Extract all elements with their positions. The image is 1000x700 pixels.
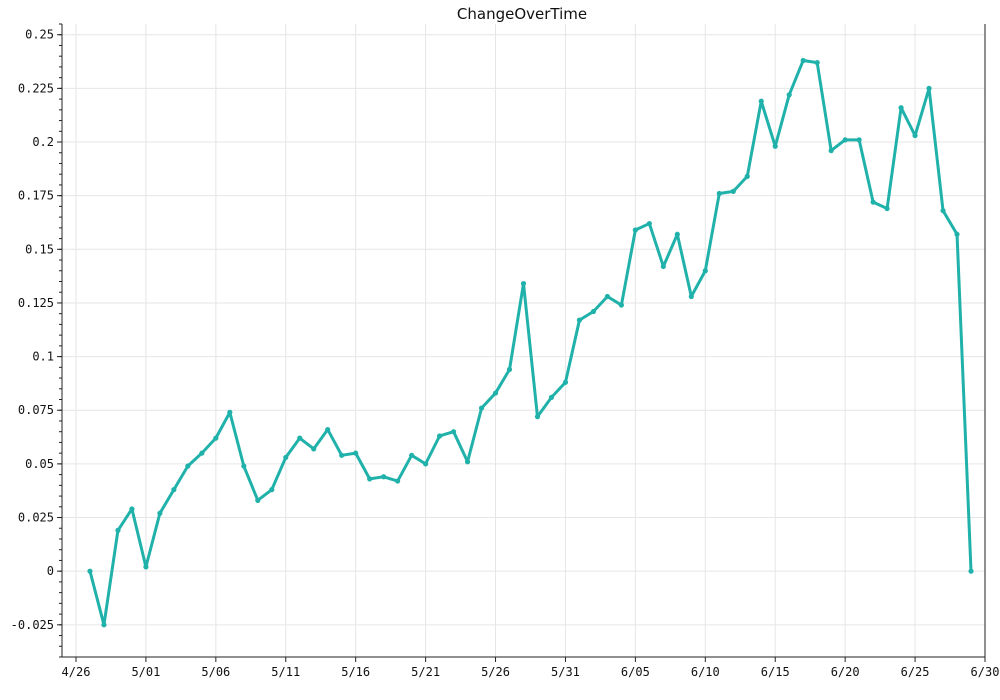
x-tick-label: 6/20: [831, 665, 860, 679]
data-point: [269, 487, 275, 493]
data-point: [255, 497, 261, 503]
data-point: [548, 394, 555, 400]
data-point: [464, 459, 471, 465]
x-tick-label: 5/11: [271, 665, 300, 679]
y-tick-label: 0.05: [25, 457, 54, 471]
data-point: [898, 105, 904, 111]
data-point: [968, 568, 974, 574]
data-point: [660, 263, 666, 270]
data-point: [786, 92, 792, 98]
chart-title: ChangeOverTime: [457, 5, 587, 23]
grid-lines: [62, 24, 986, 657]
data-point: [800, 57, 806, 64]
y-tick-label: -0.025: [11, 618, 54, 632]
data-point: [856, 137, 862, 143]
y-tick-label: 0.175: [18, 189, 54, 203]
data-point: [171, 487, 177, 493]
data-point: [185, 463, 191, 469]
y-tick-label: 0.25: [25, 28, 54, 42]
data-point: [450, 429, 457, 435]
data-point: [199, 450, 205, 456]
data-point: [339, 452, 345, 458]
y-tick-label: 0.125: [18, 296, 54, 310]
data-point: [590, 308, 597, 315]
data-point: [353, 450, 359, 456]
data-point: [283, 454, 289, 461]
data-point: [884, 205, 890, 212]
data-point: [87, 568, 93, 574]
y-tick-label: 0.1: [32, 350, 54, 364]
x-tick-label: 6/30: [971, 665, 1000, 679]
data-point: [381, 474, 387, 480]
x-tick-label: 6/25: [901, 665, 930, 679]
series-line: [88, 58, 973, 627]
axes: [61, 24, 986, 658]
data-point: [213, 435, 219, 441]
data-point: [828, 148, 834, 154]
data-point: [926, 85, 932, 91]
data-point: [562, 379, 569, 385]
x-tick-label: 5/01: [131, 665, 160, 679]
data-point: [618, 302, 624, 308]
data-point: [912, 132, 918, 139]
data-point: [758, 98, 764, 104]
data-point: [688, 293, 694, 300]
data-point: [157, 510, 163, 516]
data-point: [297, 435, 303, 441]
data-point: [940, 208, 946, 214]
y-tick-label: 0.025: [18, 511, 54, 525]
y-tick-label: 0.15: [25, 242, 54, 256]
y-tick-label: 0: [47, 564, 54, 578]
data-point: [241, 463, 247, 469]
data-point: [143, 564, 149, 570]
data-point: [954, 231, 960, 237]
x-tick-label: 5/21: [411, 665, 440, 679]
data-point: [716, 190, 722, 197]
data-point: [534, 414, 541, 420]
y-tick-label: 0.2: [32, 135, 54, 149]
data-point: [436, 433, 443, 439]
x-tick-label: 5/16: [341, 665, 370, 679]
data-point: [702, 268, 708, 274]
data-point: [744, 173, 750, 179]
data-point: [395, 478, 401, 484]
x-axis-ticks: 4/26 5/01 5/06 5/11 5/16 5/21 5/26 5/31 6/05 6/10…: [62, 657, 1000, 679]
data-point: [423, 461, 429, 467]
data-point: [506, 366, 513, 373]
data-point: [772, 143, 778, 149]
data-point: [604, 293, 611, 300]
data-point: [129, 506, 135, 512]
x-tick-label: 5/31: [551, 665, 580, 679]
data-point: [814, 60, 820, 66]
data-point: [646, 220, 652, 227]
y-tick-label: 0.225: [18, 81, 54, 95]
x-tick-label: 6/15: [761, 665, 790, 679]
x-tick-label: 6/05: [621, 665, 650, 679]
x-tick-label: 5/26: [481, 665, 510, 679]
data-point: [632, 227, 638, 233]
data-point: [101, 622, 107, 628]
data-point: [576, 317, 583, 323]
data-point: [730, 188, 736, 194]
data-point: [311, 446, 317, 452]
data-point: [325, 426, 331, 433]
data-point: [227, 409, 233, 415]
data-point: [478, 405, 485, 411]
data-point: [409, 452, 415, 458]
x-tick-label: 6/10: [691, 665, 720, 679]
data-point: [870, 199, 876, 205]
data-point: [115, 527, 121, 534]
x-tick-label: 5/06: [201, 665, 230, 679]
data-point: [520, 281, 527, 287]
y-axis-ticks: 0.25 0.225 0.2 0.175 0.15 0.125 0.1 0.075 0.05 0.…: [11, 23, 62, 658]
y-tick-label: 0.075: [18, 403, 54, 417]
data-point: [492, 390, 499, 396]
data-point: [367, 476, 373, 482]
data-point: [842, 137, 848, 143]
series-group: [87, 57, 974, 628]
x-tick-label: 4/26: [62, 665, 91, 679]
data-point: [674, 231, 680, 237]
